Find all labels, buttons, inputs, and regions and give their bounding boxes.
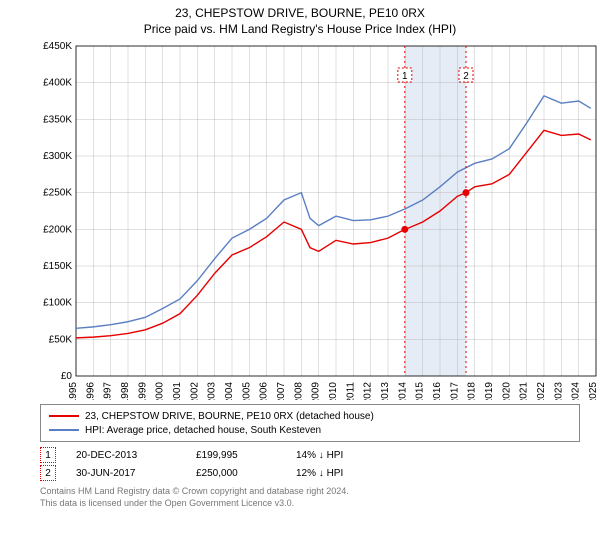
- svg-text:£400K: £400K: [43, 78, 72, 89]
- svg-text:£150K: £150K: [43, 261, 72, 272]
- svg-text:2010: 2010: [328, 382, 339, 400]
- marker-date: 20-DEC-2013: [76, 450, 196, 461]
- svg-text:2000: 2000: [155, 382, 166, 400]
- marker-row: 2 30-JUN-2017 £250,000 12% ↓ HPI: [40, 464, 600, 482]
- svg-text:2011: 2011: [345, 382, 356, 400]
- svg-text:£50K: £50K: [49, 334, 73, 345]
- svg-text:£200K: £200K: [43, 224, 72, 235]
- svg-text:£450K: £450K: [43, 41, 72, 52]
- svg-text:2016: 2016: [432, 382, 443, 400]
- svg-text:1999: 1999: [137, 382, 148, 400]
- svg-text:2020: 2020: [501, 382, 512, 400]
- svg-text:£250K: £250K: [43, 188, 72, 199]
- svg-text:1: 1: [402, 71, 408, 82]
- svg-text:2001: 2001: [172, 382, 183, 400]
- chart-area: 1 2 £0 £50K £100K £150K £200K £250K £300K £350K £4…: [40, 40, 600, 400]
- marker-price: £250,000: [196, 468, 296, 479]
- svg-text:2025: 2025: [588, 382, 599, 400]
- svg-text:1998: 1998: [120, 382, 131, 400]
- marker-badge-2: 2: [40, 465, 56, 481]
- marker-row: 1 20-DEC-2013 £199,995 14% ↓ HPI: [40, 446, 600, 464]
- legend-row: HPI: Average price, detached house, Sout…: [49, 423, 571, 437]
- legend-label: 23, CHEPSTOW DRIVE, BOURNE, PE10 0RX (de…: [85, 411, 374, 422]
- svg-text:2024: 2024: [571, 382, 582, 400]
- chart-subtitle: Price paid vs. HM Land Registry's House …: [0, 20, 600, 40]
- footer: Contains HM Land Registry data © Crown c…: [40, 486, 580, 509]
- svg-text:2008: 2008: [293, 382, 304, 400]
- legend-swatch-hpi: [49, 429, 79, 431]
- svg-text:2007: 2007: [276, 382, 287, 400]
- svg-text:2014: 2014: [397, 382, 408, 400]
- svg-text:1996: 1996: [85, 382, 96, 400]
- svg-text:1995: 1995: [68, 382, 79, 400]
- chart-title: 23, CHEPSTOW DRIVE, BOURNE, PE10 0RX: [0, 0, 600, 20]
- marker-delta: 14% ↓ HPI: [296, 450, 416, 461]
- svg-text:£300K: £300K: [43, 151, 72, 162]
- marker-table: 1 20-DEC-2013 £199,995 14% ↓ HPI 2 30-JU…: [40, 446, 600, 482]
- svg-text:2018: 2018: [467, 382, 478, 400]
- svg-text:1997: 1997: [103, 382, 114, 400]
- svg-text:2013: 2013: [380, 382, 391, 400]
- svg-text:2022: 2022: [536, 382, 547, 400]
- svg-text:2021: 2021: [519, 382, 530, 400]
- svg-text:2009: 2009: [311, 382, 322, 400]
- svg-text:£350K: £350K: [43, 114, 72, 125]
- marker-price: £199,995: [196, 450, 296, 461]
- chart-svg: 1 2 £0 £50K £100K £150K £200K £250K £300K £350K £4…: [40, 40, 600, 400]
- svg-text:2017: 2017: [449, 382, 460, 400]
- svg-text:2005: 2005: [241, 382, 252, 400]
- svg-text:2004: 2004: [224, 382, 235, 400]
- svg-text:2023: 2023: [553, 382, 564, 400]
- marker-delta: 12% ↓ HPI: [296, 468, 416, 479]
- footer-line: Contains HM Land Registry data © Crown c…: [40, 486, 580, 498]
- legend: 23, CHEPSTOW DRIVE, BOURNE, PE10 0RX (de…: [40, 404, 580, 442]
- chart-container: 23, CHEPSTOW DRIVE, BOURNE, PE10 0RX Pri…: [0, 0, 600, 560]
- footer-line: This data is licensed under the Open Gov…: [40, 498, 580, 510]
- svg-text:2012: 2012: [363, 382, 374, 400]
- legend-row: 23, CHEPSTOW DRIVE, BOURNE, PE10 0RX (de…: [49, 409, 571, 423]
- marker-badge-1: 1: [40, 447, 56, 463]
- svg-text:2006: 2006: [259, 382, 270, 400]
- svg-text:2003: 2003: [207, 382, 218, 400]
- svg-text:2019: 2019: [484, 382, 495, 400]
- svg-text:£0: £0: [61, 371, 73, 382]
- svg-text:2002: 2002: [189, 382, 200, 400]
- svg-text:£100K: £100K: [43, 298, 72, 309]
- marker-date: 30-JUN-2017: [76, 468, 196, 479]
- svg-text:2: 2: [463, 71, 469, 82]
- legend-swatch-property: [49, 415, 79, 417]
- svg-text:2015: 2015: [415, 382, 426, 400]
- legend-label: HPI: Average price, detached house, Sout…: [85, 425, 321, 436]
